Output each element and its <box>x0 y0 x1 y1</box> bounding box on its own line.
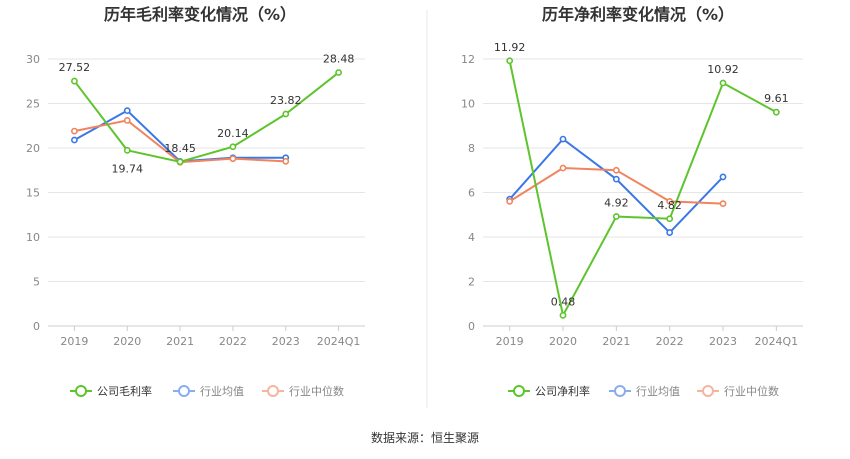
data-point-industry_avg <box>612 175 620 183</box>
y-tick-label: 15 <box>26 187 40 200</box>
data-label: 10.92 <box>707 63 739 76</box>
data-point-industry_median <box>506 197 514 205</box>
data-point-industry_avg <box>559 135 567 143</box>
legend-swatch-marker <box>513 385 525 397</box>
legend-label: 行业均值 <box>636 385 680 398</box>
x-tick-label: 2021 <box>602 335 630 348</box>
legend-item-industry_median: 行业中位数 <box>262 384 344 398</box>
data-label: 23.82 <box>270 94 302 107</box>
source-note: 数据来源：恒生聚源 <box>371 430 479 445</box>
data-point-industry_median <box>719 200 727 208</box>
x-tick-label: 2024Q1 <box>317 335 361 348</box>
x-tick-label: 2023 <box>709 335 737 348</box>
y-tick-label: 2 <box>468 276 475 289</box>
data-label: 18.45 <box>164 142 196 155</box>
y-tick-label: 30 <box>26 53 40 66</box>
data-point-company <box>506 57 514 65</box>
data-label: 27.52 <box>59 61 91 74</box>
x-tick-label: 2023 <box>272 335 300 348</box>
x-tick-label: 2020 <box>113 335 141 348</box>
data-point-company <box>176 158 184 166</box>
data-label: 4.82 <box>657 199 682 212</box>
legend-item-company: 公司净利率 <box>508 384 590 398</box>
data-label: 4.92 <box>604 197 629 210</box>
y-tick-label: 4 <box>468 231 475 244</box>
data-point-industry_median <box>612 166 620 174</box>
data-point-industry_avg <box>123 107 131 115</box>
data-point-industry_median <box>282 157 290 165</box>
y-tick-label: 12 <box>461 53 475 66</box>
legend-swatch-marker <box>178 385 190 397</box>
chart-title: 历年毛利率变化情况（%） <box>104 5 296 24</box>
x-tick-label: 2024Q1 <box>755 335 799 348</box>
data-point-company <box>282 110 290 118</box>
y-tick-label: 10 <box>461 98 475 111</box>
y-tick-label: 10 <box>26 231 40 244</box>
data-point-company <box>612 213 620 220</box>
legend-swatch-marker <box>614 385 626 397</box>
x-tick-label: 2021 <box>166 335 194 348</box>
data-point-company <box>71 77 78 85</box>
y-tick-label: 25 <box>26 98 40 111</box>
data-label: 0.48 <box>551 295 576 308</box>
y-tick-label: 0 <box>33 320 40 333</box>
net-margin-chart: 历年净利率变化情况（%） 0 2 4 6 8 10 12 2019 2020 2021 2022 202… <box>461 5 803 398</box>
data-label: 11.92 <box>494 41 526 54</box>
legend-label: 行业均值 <box>200 385 244 398</box>
legend-swatch-marker <box>702 385 714 397</box>
data-point-industry_avg <box>719 173 727 181</box>
data-point-company <box>335 69 342 76</box>
data-point-company <box>123 146 131 154</box>
x-tick-label: 2022 <box>219 335 247 348</box>
data-point-industry_median <box>229 155 237 163</box>
legend-item-company: 公司毛利率 <box>70 384 152 398</box>
gross-margin-chart: 历年毛利率变化情况（%） 0 5 10 15 20 25 30 2019 2020 2021 2022… <box>26 5 365 398</box>
y-tick-label: 8 <box>468 142 475 155</box>
legend-swatch-marker <box>267 385 279 397</box>
x-tick-label: 2022 <box>656 335 684 348</box>
series-line-company <box>508 60 777 319</box>
y-tick-label: 0 <box>468 320 475 333</box>
x-tick-label: 2019 <box>496 335 524 348</box>
legend-swatch-marker <box>75 385 87 397</box>
y-tick-label: 5 <box>33 276 40 289</box>
data-point-industry_avg <box>71 136 78 144</box>
data-point-company <box>229 143 237 151</box>
x-tick-label: 2020 <box>549 335 577 348</box>
data-label: 19.74 <box>112 162 144 175</box>
data-point-industry_median <box>559 164 567 172</box>
data-point-company <box>559 311 567 319</box>
x-tick-label: 2019 <box>60 335 88 348</box>
data-point-company <box>666 215 674 223</box>
data-point-company <box>719 79 727 87</box>
data-point-industry_avg <box>666 229 674 236</box>
data-point-industry_median <box>123 117 131 124</box>
data-label: 20.14 <box>217 127 249 140</box>
legend-item-industry_avg: 行业均值 <box>173 385 244 398</box>
data-point-industry_median <box>666 197 674 205</box>
legend-label: 公司净利率 <box>535 384 590 398</box>
y-tick-label: 20 <box>26 142 40 155</box>
legend-label: 公司毛利率 <box>97 384 152 398</box>
data-point-industry_median <box>71 127 78 135</box>
series-line-company <box>73 71 340 163</box>
y-tick-label: 6 <box>468 187 475 200</box>
data-point-company <box>772 108 780 116</box>
chart-title: 历年净利率变化情况（%） <box>542 5 734 24</box>
legend-item-industry_avg: 行业均值 <box>609 385 680 398</box>
legend-label: 行业中位数 <box>289 384 344 398</box>
data-label: 28.48 <box>323 53 355 66</box>
legend-item-industry_median: 行业中位数 <box>697 384 779 398</box>
legend-label: 行业中位数 <box>724 384 779 398</box>
data-label: 9.61 <box>764 92 789 105</box>
